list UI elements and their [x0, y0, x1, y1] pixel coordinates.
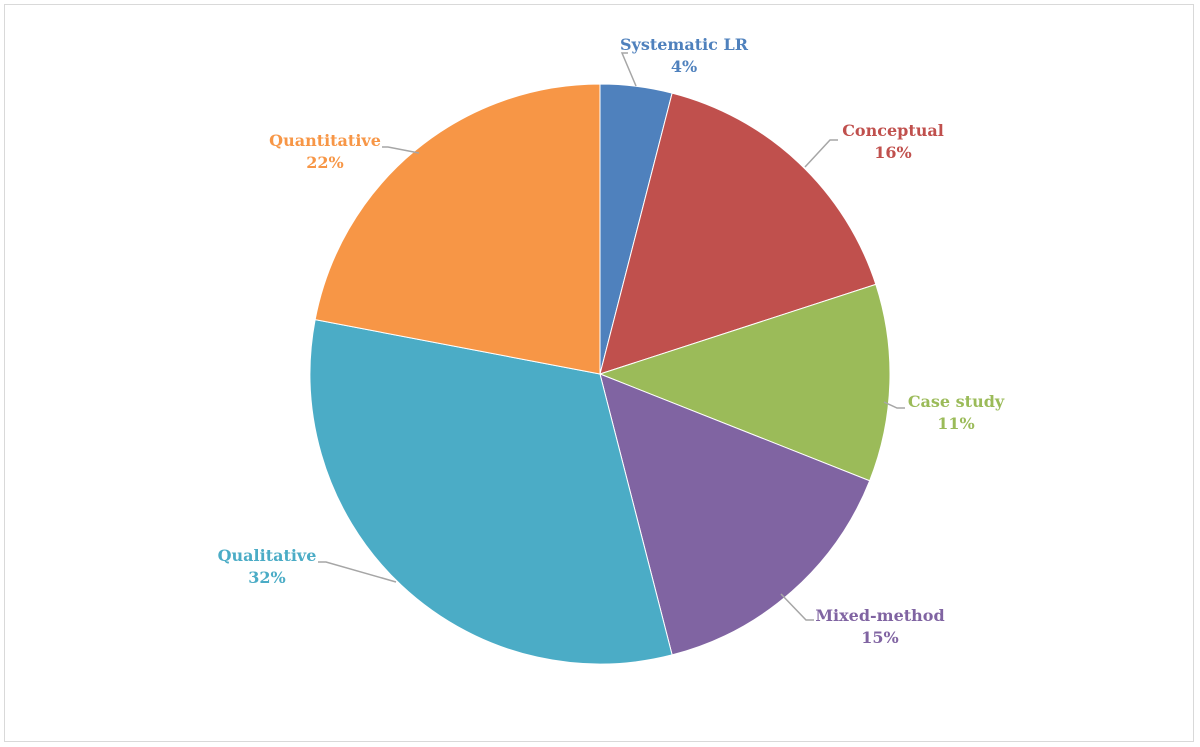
slice-value-label-quantitative: 22%	[306, 153, 343, 172]
leader-line-mixed-method	[780, 593, 814, 621]
slice-name-label-systematic-lr: Systematic LR	[620, 35, 749, 54]
slice-name-label-qualitative: Qualitative	[218, 546, 317, 565]
slice-value-label-qualitative: 32%	[248, 568, 285, 587]
leader-line-qualitative	[318, 561, 397, 583]
leader-line-conceptual	[804, 139, 838, 168]
pie-slice-qualitative	[309, 319, 673, 665]
pie-slices	[309, 83, 891, 665]
pie-slice-case-study	[598, 283, 891, 482]
slice-value-label-systematic-lr: 4%	[671, 57, 697, 76]
leader-line-quantitative	[382, 146, 420, 154]
pie-slice-conceptual	[599, 92, 877, 375]
slice-value-label-mixed-method: 15%	[861, 628, 898, 647]
slice-labels: Systematic LR 4% Conceptual 16% Case study 11…	[218, 35, 1005, 647]
slice-value-label-conceptual: 16%	[874, 143, 911, 162]
leader-lines	[318, 52, 905, 621]
leader-line-systematic-lr	[620, 52, 637, 87]
slice-name-label-case-study: Case study	[908, 392, 1005, 411]
slice-name-label-mixed-method: Mixed-method	[815, 606, 944, 625]
pie-slice-mixed-method	[599, 373, 871, 656]
pie-slice-quantitative	[314, 83, 601, 375]
slice-name-label-quantitative: Quantitative	[269, 131, 381, 150]
leader-line-case-study	[883, 401, 905, 409]
slice-name-label-conceptual: Conceptual	[842, 121, 944, 140]
slice-value-label-case-study: 11%	[937, 414, 974, 433]
